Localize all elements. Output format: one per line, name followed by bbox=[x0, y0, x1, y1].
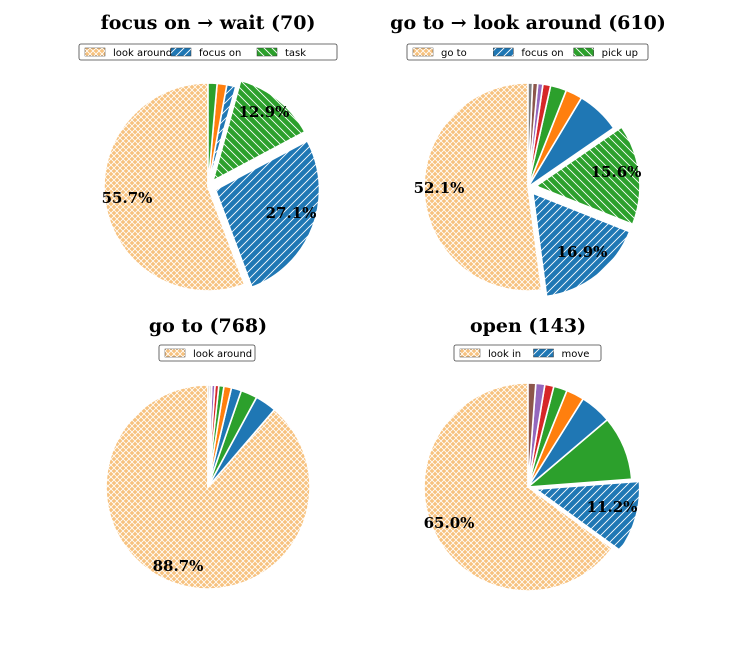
pie-slice-hatch bbox=[213, 80, 305, 181]
legend-swatch-hatch bbox=[460, 349, 480, 357]
pie-slice-hatch bbox=[535, 127, 640, 225]
chart-title: go to → look around (610) bbox=[390, 12, 666, 34]
legend-swatch-hatch bbox=[493, 48, 514, 56]
pie-slice-hatch bbox=[104, 82, 245, 291]
pct-label: 88.7% bbox=[153, 557, 204, 575]
legend-label: look in bbox=[488, 349, 521, 360]
legend-label: task bbox=[285, 48, 306, 59]
pie-panel-2: go to → look around (610) 52.1% 16.9% 15.6%… bbox=[390, 12, 666, 298]
pct-label: 55.7% bbox=[102, 189, 153, 207]
legend-swatch-hatch bbox=[413, 48, 433, 56]
legend-label: look around bbox=[113, 48, 172, 59]
pie-slice-hatch bbox=[532, 193, 630, 297]
pct-label: 16.9% bbox=[557, 243, 608, 261]
pie-panel-3: go to (768) 88.7% look around bbox=[105, 315, 311, 590]
legend-label: focus on bbox=[521, 48, 563, 59]
legend-swatch-hatch bbox=[85, 48, 105, 56]
pie-slice-hatch bbox=[215, 140, 320, 288]
legend-swatch-hatch bbox=[171, 48, 191, 56]
legend-swatch-hatch bbox=[533, 349, 554, 357]
legend-label: pick up bbox=[602, 48, 638, 59]
pct-label: 52.1% bbox=[414, 179, 465, 197]
legend-swatch-hatch bbox=[165, 349, 185, 357]
pie-panel-4: open (143) 65.0% 11.2% look in move bbox=[423, 315, 641, 592]
pie-slice bbox=[207, 384, 211, 488]
pct-label: 65.0% bbox=[424, 514, 475, 532]
legend-swatch-hatch bbox=[257, 48, 277, 56]
legend-label: focus on bbox=[199, 48, 241, 59]
legend-box bbox=[453, 344, 602, 362]
legend: look around bbox=[158, 344, 256, 362]
legend-label: look around bbox=[193, 349, 252, 360]
chart-title: open (143) bbox=[470, 315, 586, 337]
pie-slice-hatch bbox=[535, 481, 640, 551]
pie-panel-1: focus on → wait (70) 55.7% 27.1% 12.9% look … bbox=[78, 12, 338, 292]
pie-slice bbox=[527, 82, 534, 188]
pie-slice bbox=[207, 82, 219, 188]
pie-slice-hatch bbox=[424, 83, 542, 291]
legend: look in move bbox=[453, 344, 602, 362]
pie-slice bbox=[527, 382, 537, 488]
pct-label: 15.6% bbox=[591, 163, 642, 181]
legend-label: go to bbox=[441, 48, 467, 59]
pct-label: 11.2% bbox=[587, 498, 638, 516]
legend-label: move bbox=[562, 349, 590, 360]
legend-swatch-hatch bbox=[573, 48, 594, 56]
legend: go to focus on pick up bbox=[406, 43, 649, 61]
chart-title: focus on → wait (70) bbox=[101, 12, 316, 34]
legend: look around focus on task bbox=[78, 43, 338, 61]
pie-slice-hatch bbox=[424, 383, 613, 592]
pct-label: 27.1% bbox=[266, 204, 317, 222]
pie-slice-hatch bbox=[208, 84, 236, 187]
pct-label: 12.9% bbox=[239, 103, 290, 121]
chart-title: go to (768) bbox=[149, 315, 267, 337]
